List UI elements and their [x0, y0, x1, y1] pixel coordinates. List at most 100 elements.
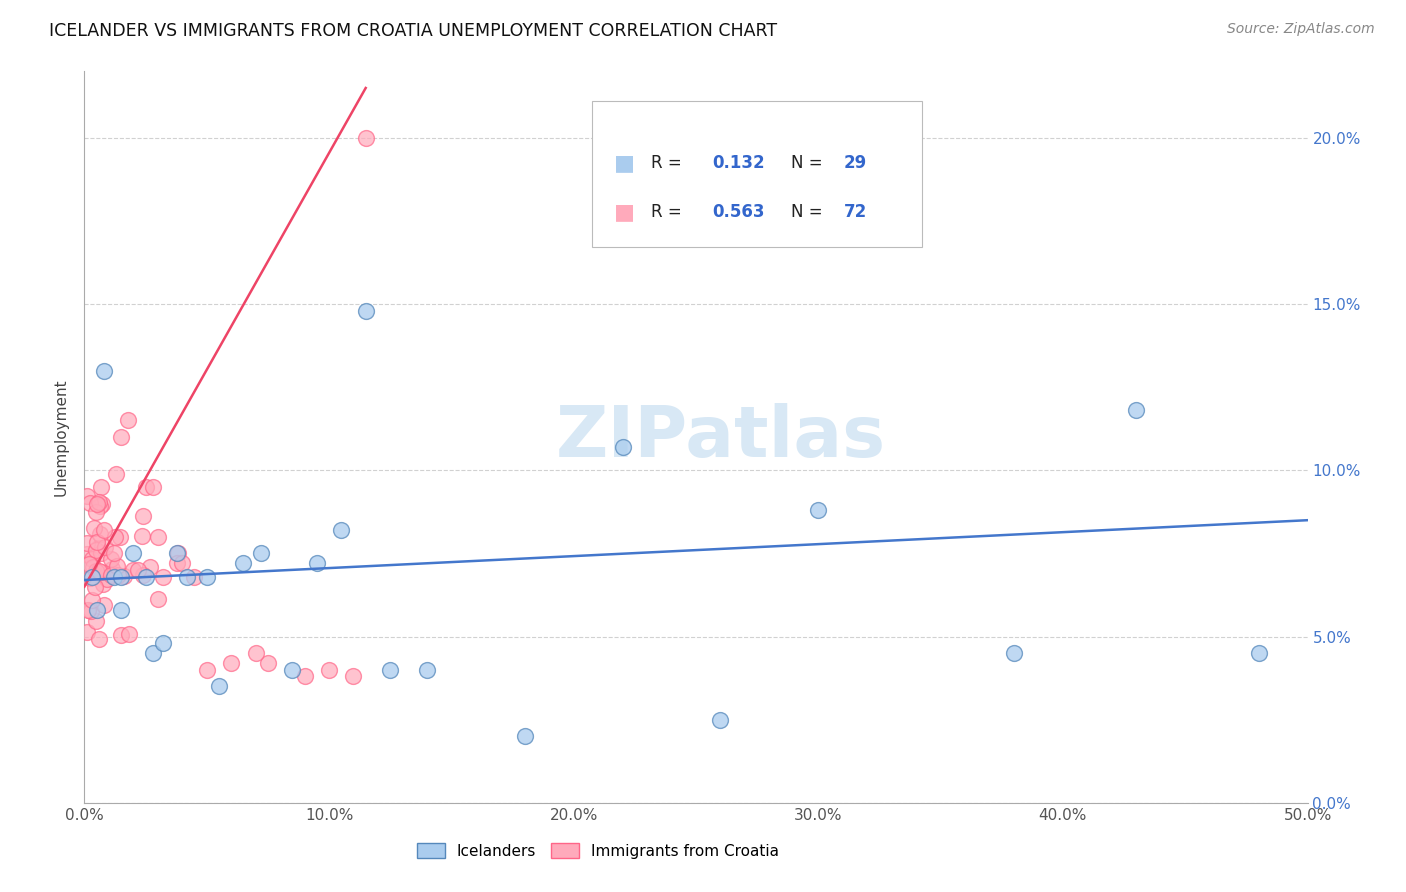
Point	[219, 656, 242, 670]
Point	[142, 646, 165, 660]
Point	[82, 593, 104, 607]
Point	[110, 603, 132, 617]
Legend: Icelanders, Immigrants from Croatia: Icelanders, Immigrants from Croatia	[411, 837, 786, 864]
Point	[87, 632, 110, 647]
Text: 72: 72	[844, 202, 868, 221]
Point	[354, 131, 377, 145]
FancyBboxPatch shape	[592, 101, 922, 247]
Point	[152, 570, 174, 584]
Point	[76, 547, 98, 561]
Point	[100, 568, 122, 582]
Point	[1002, 646, 1025, 660]
Point	[232, 557, 254, 571]
Point	[90, 546, 112, 560]
Text: N =: N =	[792, 202, 828, 221]
Point	[305, 557, 328, 571]
Text: N =: N =	[792, 153, 828, 172]
Point	[103, 570, 125, 584]
Point	[709, 713, 731, 727]
Point	[86, 603, 108, 617]
Point	[281, 663, 304, 677]
Point	[76, 536, 98, 550]
Point	[1125, 403, 1147, 417]
Point	[91, 577, 114, 591]
Point	[131, 529, 153, 543]
Point	[135, 570, 157, 584]
Point	[77, 557, 100, 571]
Point	[80, 570, 103, 584]
Point	[89, 499, 111, 513]
Text: R =: R =	[651, 202, 686, 221]
Point	[80, 604, 103, 618]
Point	[110, 628, 132, 642]
Point	[112, 568, 135, 582]
Point	[80, 552, 103, 566]
Point	[318, 663, 340, 677]
Point	[93, 523, 115, 537]
Point	[127, 563, 149, 577]
Point	[94, 540, 117, 554]
Point	[83, 521, 105, 535]
Point	[104, 530, 127, 544]
Point	[79, 571, 101, 585]
Point	[93, 599, 115, 613]
Point	[104, 467, 127, 481]
Point	[87, 541, 110, 556]
Point	[122, 546, 145, 560]
Point	[110, 430, 132, 444]
Point	[513, 729, 536, 743]
Point	[132, 508, 155, 523]
Point	[139, 560, 162, 574]
Point	[245, 646, 267, 660]
Text: ICELANDER VS IMMIGRANTS FROM CROATIA UNEMPLOYMENT CORRELATION CHART: ICELANDER VS IMMIGRANTS FROM CROATIA UNE…	[49, 22, 778, 40]
Text: ■: ■	[614, 153, 636, 173]
Point	[1247, 646, 1270, 660]
Point	[90, 565, 112, 579]
Point	[84, 543, 107, 558]
Point	[152, 636, 174, 650]
Text: Source: ZipAtlas.com: Source: ZipAtlas.com	[1227, 22, 1375, 37]
Text: ■: ■	[614, 202, 636, 222]
Point	[117, 413, 139, 427]
Point	[100, 552, 122, 566]
Point	[107, 567, 129, 582]
Point	[76, 603, 98, 617]
Point	[84, 505, 107, 519]
Point	[107, 559, 129, 574]
Point	[195, 663, 218, 677]
Point	[330, 523, 353, 537]
Point	[84, 580, 107, 594]
Point	[90, 480, 112, 494]
Point	[166, 546, 188, 560]
Point	[354, 303, 377, 318]
Point	[79, 496, 101, 510]
Point	[84, 564, 107, 578]
Point	[172, 557, 194, 571]
Point	[342, 669, 364, 683]
Point	[118, 627, 141, 641]
Point	[76, 489, 98, 503]
Point	[257, 656, 280, 670]
Text: 0.132: 0.132	[711, 153, 765, 172]
Point	[89, 527, 111, 541]
Point	[86, 534, 108, 549]
Point	[132, 568, 155, 582]
Text: 29: 29	[844, 153, 868, 172]
Point	[612, 440, 634, 454]
Point	[93, 363, 115, 377]
Text: 0.563: 0.563	[711, 202, 765, 221]
Point	[142, 480, 165, 494]
Point	[96, 572, 118, 586]
Point	[166, 546, 188, 560]
Point	[146, 591, 169, 606]
Point	[91, 497, 114, 511]
Y-axis label: Unemployment: Unemployment	[53, 378, 69, 496]
Point	[807, 503, 830, 517]
Text: ZIPatlas: ZIPatlas	[555, 402, 886, 472]
Point	[101, 562, 124, 576]
Point	[183, 570, 205, 584]
Point	[86, 497, 108, 511]
Point	[195, 570, 218, 584]
Point	[416, 663, 439, 677]
Point	[249, 546, 271, 560]
